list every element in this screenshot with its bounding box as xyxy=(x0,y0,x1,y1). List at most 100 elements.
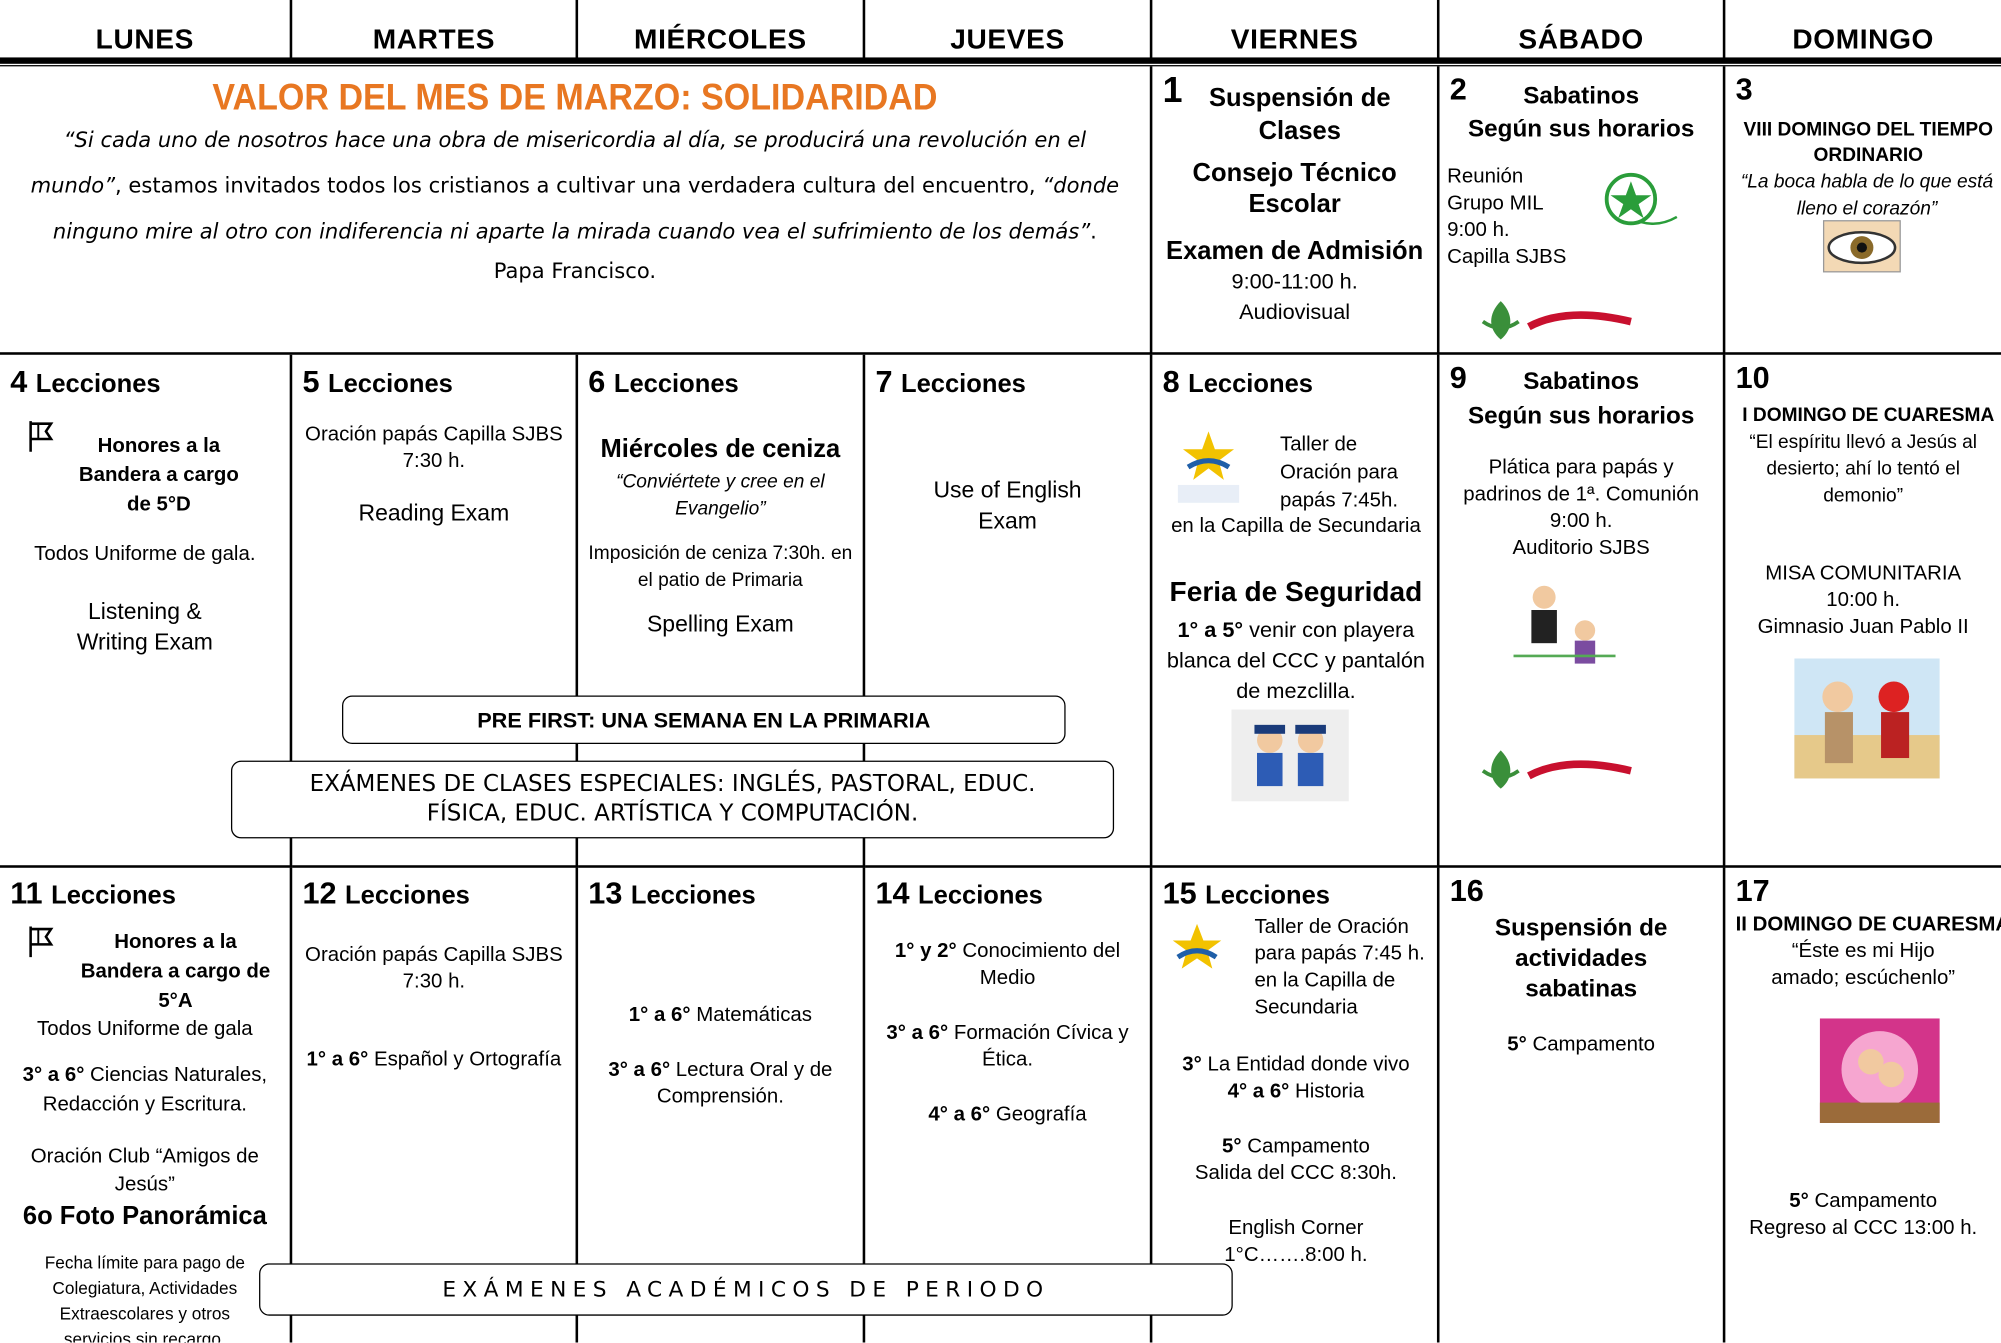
text: La Entidad donde vivo xyxy=(1201,1054,1410,1076)
text: Feria de Seguridad xyxy=(1169,575,1423,608)
text: Grupo MIL xyxy=(1447,192,1544,215)
police-image xyxy=(1231,709,1349,802)
text: MISA COMUNITARIA xyxy=(1765,562,1962,585)
text: Regreso al CCC 13:00 h. xyxy=(1749,1217,1978,1240)
block: 5° Campamento xyxy=(1439,1031,1722,1058)
text: Geografía xyxy=(990,1103,1087,1126)
text: 1° a 6° xyxy=(628,1004,691,1027)
text: 1°C…….8:00 h. xyxy=(1224,1244,1368,1266)
day-header: VIERNES xyxy=(1152,0,1440,60)
text: Examen de Admisión xyxy=(1166,237,1424,266)
estrella-logo xyxy=(1604,172,1678,226)
graphic xyxy=(1177,484,1240,503)
graphic xyxy=(1527,760,1632,780)
text: Imposición de ceniza 7:30h. en el patio … xyxy=(588,542,853,591)
text: 1 xyxy=(1162,70,1183,110)
text: 14 xyxy=(875,876,910,912)
text: 6o Foto Panorámica xyxy=(22,1202,267,1231)
text: Plática para papás y padrinos de 1ª. Com… xyxy=(1463,456,1699,506)
block: 4° a 6° Historia xyxy=(1152,1078,1437,1105)
day-header: SÁBADO xyxy=(1439,0,1726,60)
text: Lecciones xyxy=(1188,370,1313,399)
text: Salida del CCC 8:30h. xyxy=(1194,1162,1397,1185)
text: Audiovisual xyxy=(1239,299,1351,325)
text: 8 xyxy=(1162,364,1180,400)
graphic xyxy=(1186,458,1231,470)
day-cell: 10 I DOMINGO DE CUARESMA “El espíritu ll… xyxy=(1725,355,2001,868)
flag-icon xyxy=(29,421,54,452)
graphic xyxy=(1257,727,1283,753)
text: Todos Uniforme de gala. xyxy=(34,543,256,566)
text: venir con playera blanca del CCC y panta… xyxy=(1166,617,1425,704)
graphic xyxy=(1640,215,1678,226)
day-cell: 1 Suspensión de Clases Consejo Técnico E… xyxy=(1152,66,1440,355)
text: VIII DOMINGO DEL TIEMPO ORDINARIO xyxy=(1743,118,1994,166)
talk-image xyxy=(1513,585,1616,664)
text: Lecciones xyxy=(51,881,176,910)
day-cell: 3 VIII DOMINGO DEL TIEMPO ORDINARIO “La … xyxy=(1725,66,2001,355)
graphic xyxy=(1532,585,1556,609)
text: Suspensión de Clases xyxy=(1208,84,1391,146)
day-cell: 16 Suspensión de actividades sabatinas 5… xyxy=(1439,867,1726,1343)
text: Honores a la Bandera a cargo de 5°A xyxy=(80,931,271,1012)
block: 4 Lecciones xyxy=(10,366,160,400)
graphic xyxy=(1878,681,1910,713)
scouts-logo xyxy=(1481,301,1632,340)
text: 1° a 6° xyxy=(306,1048,369,1071)
text: Papa Francisco. xyxy=(493,259,657,284)
text: Lecciones xyxy=(328,370,453,399)
text: Campamento xyxy=(1526,1033,1656,1056)
text: Lecciones xyxy=(630,881,756,910)
graphic xyxy=(1254,724,1286,734)
text: Oración papás Capilla SJBS 7:30 h. xyxy=(305,423,563,473)
text: “La boca habla de lo que está lleno el c… xyxy=(1740,171,1994,220)
text: 11 xyxy=(10,876,43,912)
day-cell: 9 Sabatinos Según sus horarios Plática p… xyxy=(1439,354,1726,868)
block: 5° Campamento xyxy=(1152,1133,1437,1160)
text: Sabatinos xyxy=(1523,82,1640,110)
text: Sabatinos xyxy=(1523,368,1640,396)
text: Listening & Writing Exam xyxy=(76,598,213,655)
graphic xyxy=(1481,319,1520,330)
graphic xyxy=(1176,948,1218,960)
graphic xyxy=(1491,301,1511,340)
graphic xyxy=(1297,752,1324,787)
text: Ciencias Naturales, Redacción y Escritur… xyxy=(42,1064,268,1116)
text: Spelling Exam xyxy=(646,611,794,637)
block: 14 Lecciones xyxy=(875,876,1042,912)
day-cell: 14 Lecciones 1° y 2° Conocimiento del Me… xyxy=(865,867,1153,1343)
graphic xyxy=(29,421,54,452)
text: I DOMINGO DE CUARESMA xyxy=(1742,404,1995,427)
block: 1° a 6° Matemáticas xyxy=(578,1002,863,1029)
text: 1° y 2° xyxy=(894,940,957,963)
graphic xyxy=(1491,750,1511,789)
text: en la Capilla de Secundaria xyxy=(1171,515,1421,538)
text: Reunión xyxy=(1447,165,1524,188)
block: 13 Lecciones xyxy=(588,877,756,912)
block: 8 Lecciones xyxy=(1163,366,1313,400)
graphic xyxy=(1481,769,1520,780)
text: Lecciones xyxy=(345,881,470,910)
text: “Éste es mi Hijo amado; escúchenlo” xyxy=(1771,940,1956,990)
text: 3° a 6° xyxy=(608,1059,671,1081)
text: Oración Club “Amigos de Jesús” xyxy=(30,1145,259,1196)
flag-icon xyxy=(29,926,54,958)
graphic xyxy=(1231,709,1349,802)
text: Según sus horarios xyxy=(1467,116,1695,143)
day-header: LUNES xyxy=(0,0,293,60)
text: Fecha límite para pago de Colegiatura, A… xyxy=(44,1253,245,1343)
text: 9:00 h. xyxy=(1549,510,1613,533)
graphic xyxy=(1794,735,1940,779)
graphic xyxy=(1182,431,1235,480)
text: Español y Ortografía xyxy=(368,1048,562,1071)
text: “donde ninguno mire al otro con indifere… xyxy=(52,173,1120,244)
text: 7 xyxy=(875,364,893,400)
text: 9 xyxy=(1449,361,1467,396)
text: Campamento xyxy=(1808,1190,1938,1213)
text: Oración papás Capilla SJBS 7:30 h. xyxy=(305,944,563,993)
indivisa-logo xyxy=(1177,431,1240,503)
header-rule xyxy=(0,57,2001,64)
block: 4° a 6° Geografía xyxy=(865,1101,1150,1128)
text: 17 xyxy=(1735,874,1770,909)
